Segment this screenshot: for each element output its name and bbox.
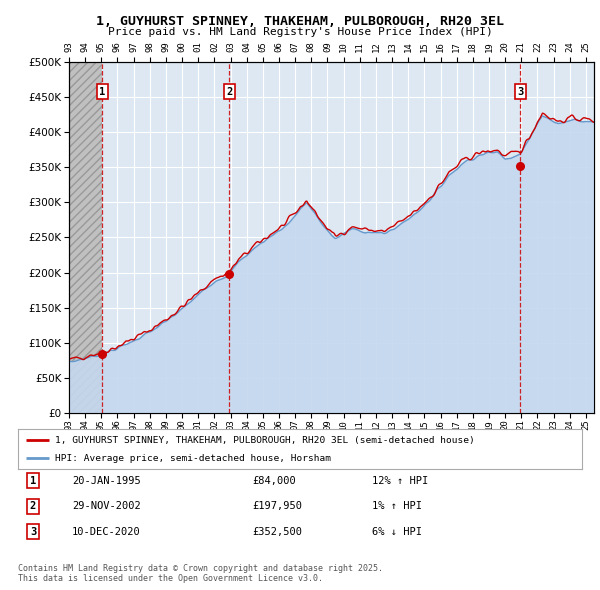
Text: 20-JAN-1995: 20-JAN-1995 (72, 476, 141, 486)
Text: HPI: Average price, semi-detached house, Horsham: HPI: Average price, semi-detached house,… (55, 454, 331, 463)
Text: 1, GUYHURST SPINNEY, THAKEHAM, PULBOROUGH, RH20 3EL: 1, GUYHURST SPINNEY, THAKEHAM, PULBOROUG… (96, 15, 504, 28)
Text: £352,500: £352,500 (252, 527, 302, 537)
Text: 3: 3 (30, 527, 36, 537)
Text: 29-NOV-2002: 29-NOV-2002 (72, 502, 141, 512)
Text: 1% ↑ HPI: 1% ↑ HPI (372, 502, 422, 512)
Text: 10-DEC-2020: 10-DEC-2020 (72, 527, 141, 537)
Text: 1: 1 (100, 87, 106, 97)
Text: 1: 1 (30, 476, 36, 486)
Text: 3: 3 (517, 87, 524, 97)
Text: 12% ↑ HPI: 12% ↑ HPI (372, 476, 428, 486)
Bar (69, 62, 103, 413)
Text: 1, GUYHURST SPINNEY, THAKEHAM, PULBOROUGH, RH20 3EL (semi-detached house): 1, GUYHURST SPINNEY, THAKEHAM, PULBOROUG… (55, 436, 475, 445)
Text: Contains HM Land Registry data © Crown copyright and database right 2025.
This d: Contains HM Land Registry data © Crown c… (18, 563, 383, 583)
Text: £84,000: £84,000 (252, 476, 296, 486)
Text: £197,950: £197,950 (252, 502, 302, 512)
Text: 2: 2 (30, 502, 36, 512)
Text: Price paid vs. HM Land Registry's House Price Index (HPI): Price paid vs. HM Land Registry's House … (107, 27, 493, 37)
Text: 6% ↓ HPI: 6% ↓ HPI (372, 527, 422, 537)
Text: 2: 2 (226, 87, 232, 97)
